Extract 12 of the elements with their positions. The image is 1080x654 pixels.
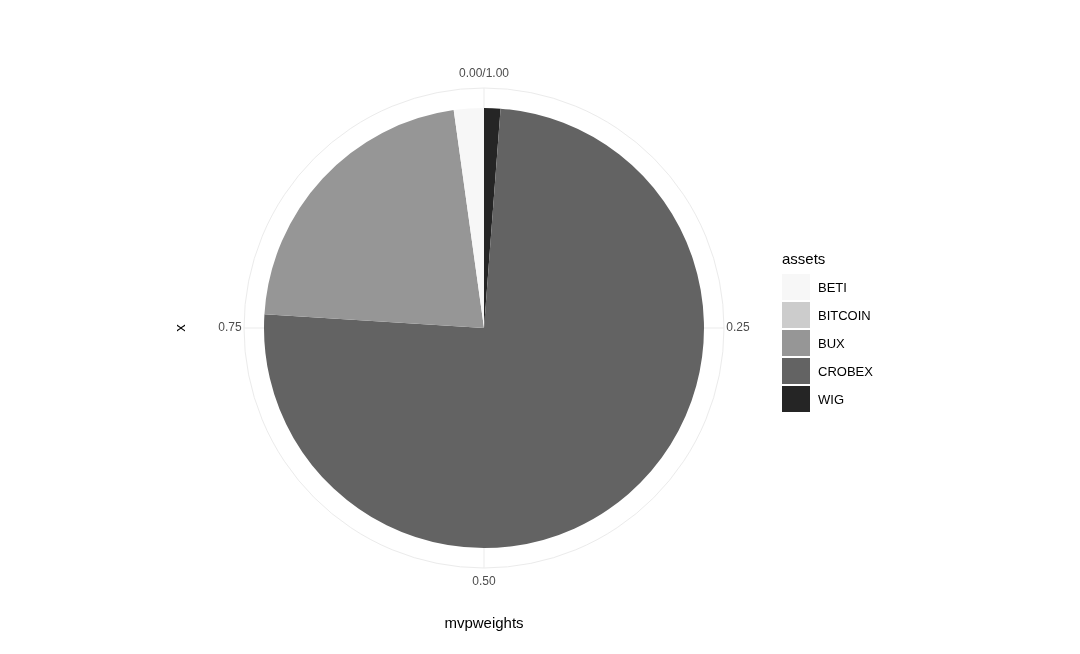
text: 0.00/1.00 [458, 66, 510, 81]
text: 0.25 [726, 320, 750, 335]
legend-label: BUX [818, 335, 845, 351]
text: mvpweights [443, 614, 525, 631]
legend-label: CROBEX [818, 363, 873, 379]
legend-title: assets [782, 250, 827, 267]
text: x [169, 324, 189, 332]
legend-label: WIG [818, 391, 844, 407]
text: 0.75 [218, 320, 242, 335]
text: 0.50 [472, 574, 496, 589]
legend-label: BETI [818, 279, 847, 295]
legend-label: BITCOIN [818, 307, 871, 323]
